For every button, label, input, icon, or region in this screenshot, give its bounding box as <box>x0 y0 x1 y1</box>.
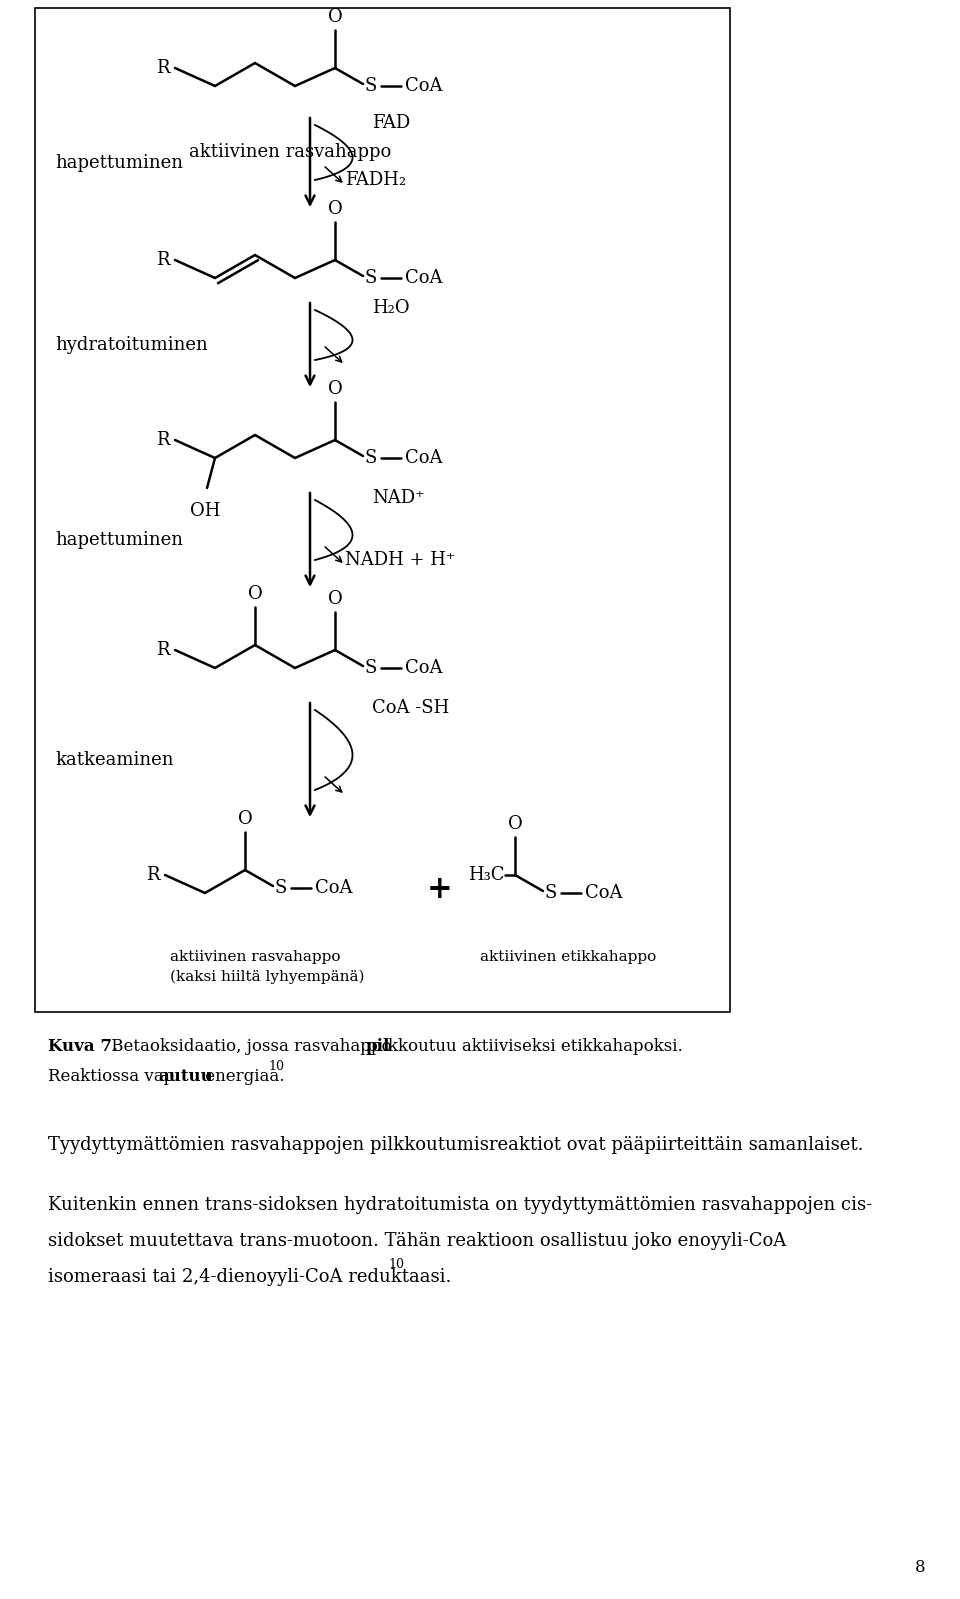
Text: energiaa.: energiaa. <box>200 1068 284 1086</box>
Text: Reaktiossa vap: Reaktiossa vap <box>48 1068 175 1086</box>
Text: CoA: CoA <box>315 879 352 897</box>
Text: 10: 10 <box>268 1060 284 1073</box>
Text: S: S <box>275 879 287 897</box>
Text: hapettuminen: hapettuminen <box>55 531 183 548</box>
Text: O: O <box>327 200 343 217</box>
Text: pil: pil <box>366 1038 391 1055</box>
Text: Kuva 7.: Kuva 7. <box>48 1038 118 1055</box>
Text: kkoutuu aktiiviseksi etikkahapoksi.: kkoutuu aktiiviseksi etikkahapoksi. <box>388 1038 683 1055</box>
Text: CoA: CoA <box>405 659 443 676</box>
Text: (kaksi hiiltä lyhyempänä): (kaksi hiiltä lyhyempänä) <box>170 971 365 985</box>
Text: sidokset muutettava trans-muotoon. Tähän reaktioon osallistuu joko enoyyli-CoA: sidokset muutettava trans-muotoon. Tähän… <box>48 1231 786 1250</box>
Text: CoA: CoA <box>405 449 443 467</box>
Text: O: O <box>248 585 262 603</box>
Text: H₂O: H₂O <box>372 299 410 317</box>
Text: R: R <box>156 59 170 77</box>
Text: H₃C: H₃C <box>468 867 505 884</box>
Text: S: S <box>365 77 377 94</box>
Text: FADH₂: FADH₂ <box>345 171 406 189</box>
Text: 8: 8 <box>915 1559 925 1577</box>
Text: 10: 10 <box>388 1258 404 1271</box>
Text: O: O <box>327 590 343 608</box>
Text: O: O <box>327 381 343 398</box>
Text: hapettuminen: hapettuminen <box>55 154 183 171</box>
Text: OH: OH <box>190 502 220 520</box>
Text: R: R <box>156 251 170 269</box>
Text: FAD: FAD <box>372 114 410 133</box>
Text: NAD⁺: NAD⁺ <box>372 489 424 507</box>
Text: aktiivinen rasvahappo: aktiivinen rasvahappo <box>170 950 341 964</box>
Text: S: S <box>365 449 377 467</box>
Text: Tyydyttymättömien rasvahappojen pilkkoutumisreaktiot ovat pääpiirteittäin samanl: Tyydyttymättömien rasvahappojen pilkkout… <box>48 1135 863 1154</box>
Text: CoA -SH: CoA -SH <box>372 699 449 716</box>
Text: S: S <box>365 659 377 676</box>
Text: S: S <box>365 269 377 286</box>
Text: aktiivinen rasvahappo: aktiivinen rasvahappo <box>189 142 391 161</box>
Text: CoA: CoA <box>405 269 443 286</box>
Text: O: O <box>508 815 522 833</box>
Text: O: O <box>238 811 252 828</box>
Text: Betaoksidaatio, jossa rasvahappo: Betaoksidaatio, jossa rasvahappo <box>106 1038 396 1055</box>
Text: aktiivinen etikkahappo: aktiivinen etikkahappo <box>480 950 657 964</box>
Text: CoA: CoA <box>405 77 443 94</box>
Text: R: R <box>147 867 160 884</box>
Text: hydratoituminen: hydratoituminen <box>55 336 207 353</box>
Text: isomeraasi tai 2,4-dienoyyli-CoA reduktaasi.: isomeraasi tai 2,4-dienoyyli-CoA redukta… <box>48 1268 451 1286</box>
Bar <box>35 8 730 1012</box>
Text: CoA: CoA <box>585 884 622 902</box>
Text: autuu: autuu <box>158 1068 213 1086</box>
Text: O: O <box>327 8 343 26</box>
Text: S: S <box>545 884 558 902</box>
Text: +: + <box>427 875 453 905</box>
Text: katkeaminen: katkeaminen <box>55 752 174 769</box>
Text: NADH + H⁺: NADH + H⁺ <box>345 552 455 569</box>
Text: Kuitenkin ennen trans-sidoksen hydratoitumista on tyydyttymättömien rasvahappoje: Kuitenkin ennen trans-sidoksen hydratoit… <box>48 1196 872 1214</box>
Text: R: R <box>156 432 170 449</box>
Text: R: R <box>156 641 170 659</box>
